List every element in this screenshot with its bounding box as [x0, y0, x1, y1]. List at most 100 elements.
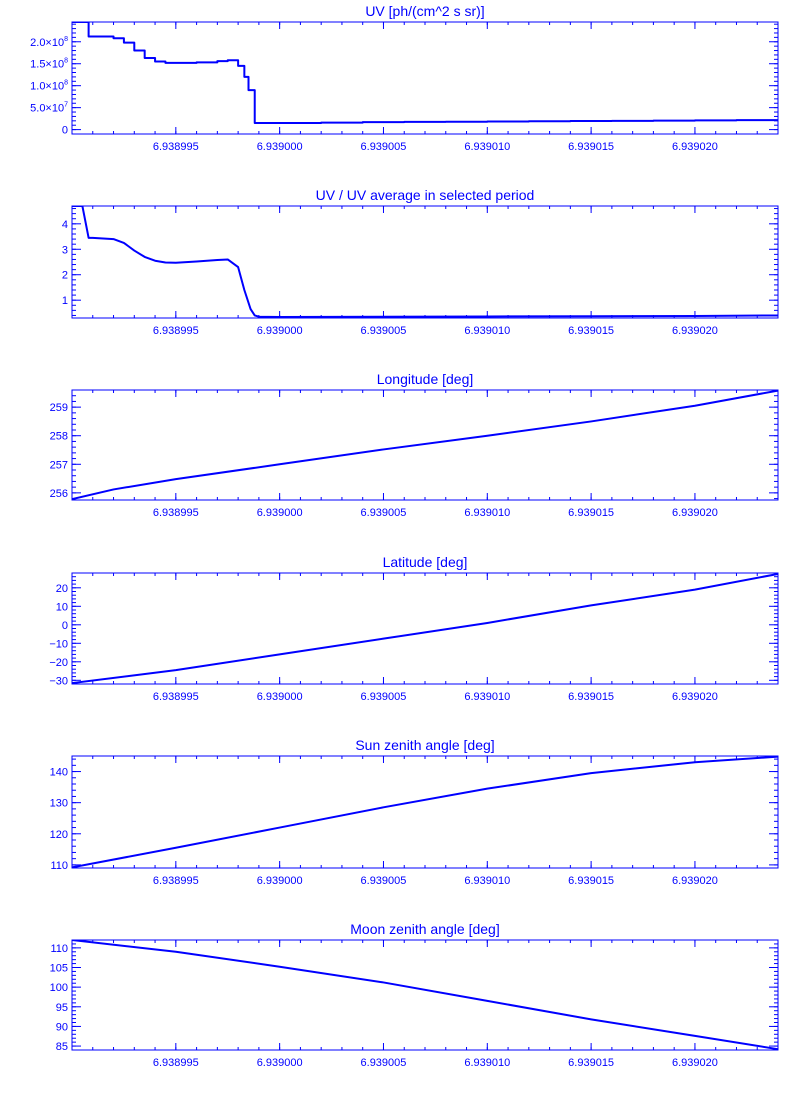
- y-tick-mantissa: 90: [56, 1021, 68, 1033]
- x-tick-label: 6.939005: [361, 691, 407, 703]
- panel-title: Moon zenith angle [deg]: [350, 921, 499, 937]
- x-tick-label: 6.939015: [568, 507, 614, 519]
- x-tick-label: 6.939000: [257, 691, 303, 703]
- x-tick-label: 6.939020: [672, 691, 718, 703]
- x-tick-label: 6.939020: [672, 507, 718, 519]
- y-tick-mantissa: 256: [50, 488, 68, 500]
- y-tick-label: 256: [50, 488, 68, 500]
- y-tick-mantissa: 110: [50, 860, 68, 872]
- y-tick-mantissa: 3: [62, 244, 68, 256]
- y-tick-mantissa: 100: [50, 982, 68, 994]
- y-tick-label: 105: [50, 963, 68, 975]
- series-line: [72, 573, 778, 684]
- x-tick-label: 6.938995: [153, 141, 199, 153]
- y-tick-label: 259: [50, 402, 68, 414]
- x-tick-label: 6.939005: [361, 141, 407, 153]
- x-tick-label: 6.939015: [568, 691, 614, 703]
- y-tick-mantissa: 110: [50, 943, 68, 955]
- y-tick-mantissa: 20: [56, 583, 68, 595]
- x-tick-label: 6.939020: [672, 141, 718, 153]
- y-tick-label: 258: [50, 431, 68, 443]
- y-tick-label: 140: [50, 767, 68, 779]
- x-tick-label: 6.939015: [568, 141, 614, 153]
- x-tick-label: 6.939000: [257, 141, 303, 153]
- y-tick-label: 4: [62, 219, 68, 231]
- y-tick-label: −20: [49, 657, 68, 669]
- y-tick-label: 130: [50, 798, 68, 810]
- y-tick-label: 257: [50, 459, 68, 471]
- y-tick-mantissa: 1.5×10: [30, 59, 64, 71]
- x-tick-label: 6.939010: [464, 875, 510, 887]
- panel-3: Longitude [deg] 6.938995 6.939000 6.939005 6…: [50, 371, 779, 519]
- y-tick-label: 90: [56, 1021, 68, 1033]
- y-tick-label: 2: [62, 270, 68, 282]
- x-tick-label: 6.939000: [257, 507, 303, 519]
- plot-frame: [71, 21, 779, 135]
- x-tick-label: 6.939020: [672, 875, 718, 887]
- x-tick-label: 6.939000: [257, 1057, 303, 1069]
- y-tick-mantissa: −20: [49, 657, 68, 669]
- panel-4: Latitude [deg] 6.938995 6.939000 6.939005 6.…: [49, 554, 779, 703]
- x-tick-label: 6.938995: [153, 691, 199, 703]
- x-tick-label: 6.939010: [464, 325, 510, 337]
- x-tick-label: 6.939010: [464, 141, 510, 153]
- panel-title: Sun zenith angle [deg]: [355, 737, 494, 753]
- panel-2: UV / UV average in selected period 6.9389…: [62, 187, 779, 337]
- x-tick-label: 6.939010: [464, 691, 510, 703]
- y-tick-mantissa: −30: [49, 675, 68, 687]
- y-tick-mantissa: 140: [50, 767, 68, 779]
- y-tick-exponent: 8: [64, 80, 68, 87]
- x-tick-label: 6.939000: [257, 325, 303, 337]
- y-tick-exponent: 8: [64, 58, 68, 65]
- panel-5: Sun zenith angle [deg] 6.938995 6.939000 6.…: [50, 737, 779, 887]
- y-tick-label: 2.0×108: [30, 36, 68, 49]
- y-tick-mantissa: 1: [62, 295, 68, 307]
- y-tick-label: 85: [56, 1041, 68, 1053]
- y-tick-label: 3: [62, 244, 68, 256]
- x-tick-label: 6.939010: [464, 1057, 510, 1069]
- series-line: [72, 22, 778, 125]
- y-tick-label: 20: [56, 583, 68, 595]
- y-tick-exponent: 7: [64, 102, 68, 109]
- y-tick-mantissa: 85: [56, 1041, 68, 1053]
- x-tick-label: 6.938995: [153, 1057, 199, 1069]
- panel-1: UV [ph/(cm^2 s sr)] 6.938995 6.939000 6.939…: [30, 3, 779, 153]
- y-tick-label: −30: [49, 675, 68, 687]
- x-tick-label: 6.939005: [361, 875, 407, 887]
- x-tick-label: 6.939000: [257, 875, 303, 887]
- y-tick-mantissa: 258: [50, 431, 68, 443]
- y-tick-mantissa: 5.0×10: [30, 103, 64, 115]
- x-tick-label: 6.939015: [568, 1057, 614, 1069]
- y-tick-mantissa: 2.0×10: [30, 37, 64, 49]
- plot-frame: [71, 755, 779, 869]
- y-tick-mantissa: 120: [50, 829, 68, 841]
- y-tick-mantissa: 95: [56, 1002, 68, 1014]
- panel-title: UV [ph/(cm^2 s sr)]: [365, 3, 484, 19]
- y-tick-label: 1: [62, 295, 68, 307]
- x-tick-label: 6.938995: [153, 325, 199, 337]
- y-tick-mantissa: 130: [50, 798, 68, 810]
- y-tick-label: 100: [50, 982, 68, 994]
- y-tick-label: 1.0×108: [30, 80, 68, 93]
- x-tick-label: 6.939005: [361, 325, 407, 337]
- y-tick-mantissa: 1.0×10: [30, 81, 64, 93]
- panel-title: Latitude [deg]: [383, 554, 468, 570]
- x-tick-label: 6.938995: [153, 507, 199, 519]
- y-tick-label: 0: [62, 620, 68, 632]
- y-tick-mantissa: 10: [56, 601, 68, 613]
- y-tick-mantissa: 105: [50, 963, 68, 975]
- plot-frame: [71, 389, 779, 501]
- y-tick-label: 120: [50, 829, 68, 841]
- y-tick-mantissa: −10: [49, 638, 68, 650]
- x-tick-label: 6.938995: [153, 875, 199, 887]
- x-tick-label: 6.939015: [568, 325, 614, 337]
- x-tick-label: 6.939020: [672, 325, 718, 337]
- y-tick-mantissa: 259: [50, 402, 68, 414]
- panel-title: Longitude [deg]: [377, 371, 474, 387]
- y-tick-label: −10: [49, 638, 68, 650]
- y-tick-exponent: 8: [64, 36, 68, 43]
- y-tick-label: 5.0×107: [30, 102, 68, 115]
- series-line: [72, 940, 778, 1050]
- y-tick-mantissa: 257: [50, 459, 68, 471]
